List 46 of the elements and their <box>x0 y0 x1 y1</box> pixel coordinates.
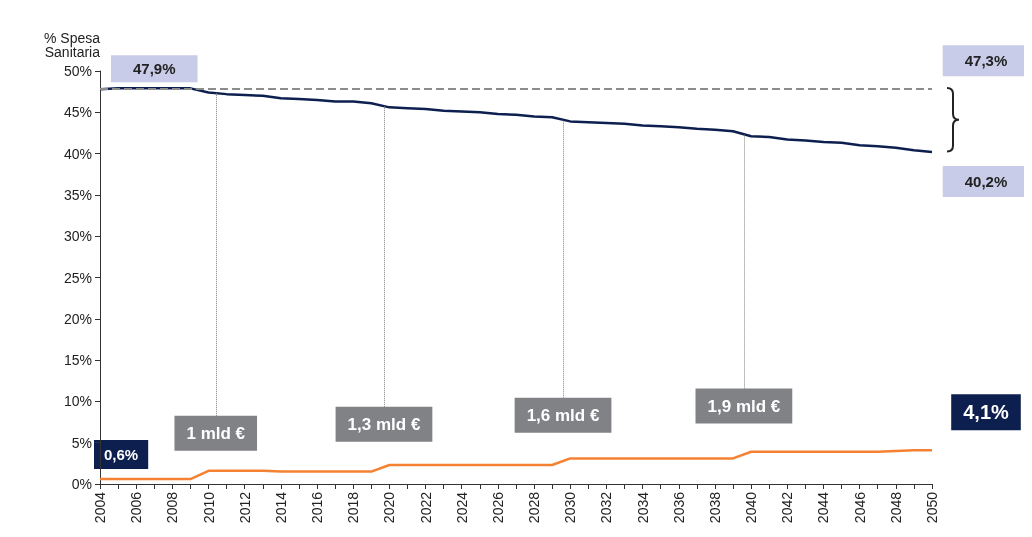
y-tick-label: 10% <box>63 393 92 410</box>
x-tick-label: 2022 <box>417 491 434 524</box>
text: 47,3% <box>964 52 1008 70</box>
annotation: 47,9% <box>132 60 176 78</box>
y-tick-label: 15% <box>63 352 92 369</box>
x-tick-label: 2010 <box>200 491 217 524</box>
x-tick-label: 2032 <box>598 491 615 524</box>
x-tick-label: 2018 <box>345 491 362 524</box>
x-tick-label: 2050 <box>924 491 940 524</box>
x-tick-label: 2038 <box>706 491 723 524</box>
ref-line-label: 1,3 mld € <box>347 414 421 434</box>
x-tick-label: 2030 <box>562 491 579 524</box>
x-tick-label: 2020 <box>381 491 398 524</box>
y-tick-label: 25% <box>63 269 92 286</box>
x-tick-label: 2012 <box>236 491 253 524</box>
annotation: 4,1% <box>963 401 1010 424</box>
annotation: 0,6% <box>104 446 139 464</box>
x-tick-label: 2014 <box>272 491 289 524</box>
x-tick-label: 2024 <box>453 491 470 524</box>
x-tick-label: 2028 <box>526 491 543 524</box>
ref-line-label: 1,6 mld € <box>526 405 600 425</box>
ref-line-label: 1 mld € <box>186 423 246 443</box>
x-tick-label: 2008 <box>164 491 181 524</box>
x-tick-label: 2040 <box>743 491 760 524</box>
y-tick-label: 5% <box>71 434 92 451</box>
y-tick-label: 35% <box>63 186 92 203</box>
y-tick-label: 30% <box>63 228 92 245</box>
x-tick-label: 2048 <box>887 491 904 524</box>
x-tick-label: 2004 <box>92 491 108 524</box>
y-tick-label: 40% <box>63 145 92 162</box>
ref-line-label: 1,9 mld € <box>707 396 781 416</box>
y-tick-label: 20% <box>63 310 92 327</box>
line-series <box>98 448 934 481</box>
x-tick-label: 2036 <box>670 491 687 524</box>
x-tick-label: 2026 <box>489 491 506 524</box>
x-tick-label: 2034 <box>634 491 651 524</box>
x-tick-label: 2046 <box>851 491 868 524</box>
y-tick-label: 50% <box>63 63 92 79</box>
y-axis-title: % Spesa Sanitaria <box>43 30 101 60</box>
x-tick-label: 2042 <box>779 491 796 524</box>
x-tick-label: 2016 <box>309 491 326 524</box>
y-tick-label: 0% <box>71 476 92 492</box>
x-tick-label: 2044 <box>815 491 832 524</box>
y-tick-label: 45% <box>63 104 92 121</box>
x-tick-label: 2006 <box>128 491 145 524</box>
annotation: 40,2% <box>964 172 1008 190</box>
